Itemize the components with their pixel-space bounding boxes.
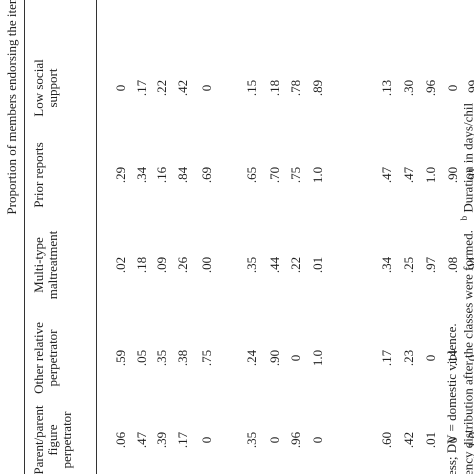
table-cell: .78 [288,79,303,97]
table-cell: .90 [267,349,282,367]
footnote: ency distribution after the classes were… [459,103,474,474]
table-cell: 0 [288,354,303,362]
table-cell: 0 [267,436,282,444]
table-cell: 0 [465,355,474,362]
table-cell: .18 [134,256,149,274]
table-cell: .14 [445,349,460,367]
table-cell: 0 [423,354,438,362]
table-cell: .44 [267,256,282,274]
table-cell: .47 [379,166,394,184]
table-cell: .09 [154,256,169,274]
table-cell: .96 [288,431,303,449]
table-cell: .60 [379,431,394,449]
table-cell: .15 [244,79,259,97]
table-cell: .08 [445,256,460,274]
table-cell: .25 [401,256,416,274]
table-cell: .47 [401,166,416,184]
table-cell: .65 [244,166,259,184]
table-cell: .69 [199,166,214,184]
table-cell: .91 [465,166,474,184]
table-cell: .35 [244,256,259,274]
table-cell: .75 [288,166,303,184]
table-cell: .16 [154,166,169,184]
table-cell: .22 [288,256,303,274]
table-cell: .26 [175,256,190,274]
table-cell: .30 [401,79,416,97]
table-cell: 1.0 [310,166,325,184]
table-cell: 0 [113,84,128,92]
table-cell: .59 [113,349,128,367]
table-cell: .34 [134,166,149,184]
table-cell: .13 [379,79,394,97]
table-cell: 1.0 [310,349,325,367]
rule [96,0,97,474]
table-cell: 0 [199,84,214,92]
table-cell: .02 [113,256,128,274]
table-cell: 0 [445,84,460,92]
table-cell: .75 [199,349,214,367]
table-cell: 0 [310,436,325,444]
table-cell: .47 [134,431,149,449]
table-cell: .35 [154,349,169,367]
column-header: Prior reports [31,142,46,208]
table-cell: .89 [310,79,325,97]
table-cell: .34 [379,256,394,274]
table-cell: .84 [175,166,190,184]
table-cell: .17 [134,79,149,97]
table-heading: Proportion of members endorsing the item [4,0,19,215]
rule [24,0,25,474]
table-cell: .70 [267,166,282,184]
table-cell: .00 [199,256,214,274]
footnote: ess; DV = domestic violence. [444,323,459,474]
table-cell: 1.0 [423,166,438,184]
table-cell: .01 [310,256,325,274]
table-cell: .39 [154,431,169,449]
table-cell: .35 [244,431,259,449]
footnote-text: Duration in days/chil [460,102,474,213]
table-cell: .97 [423,256,438,274]
table-cell: 1.0 [465,431,474,449]
table-cell: .17 [175,431,190,449]
table-cell: 0 [199,436,214,444]
table-cell: .42 [175,79,190,97]
table-cell: .29 [113,166,128,184]
table-cell: .42 [401,431,416,449]
table-cell: .96 [423,79,438,97]
table-cell: .22 [154,79,169,97]
table-cell: .05 [134,349,149,367]
table-cell: .23 [401,349,416,367]
table-cell: .18 [267,79,282,97]
table-cell: .01 [423,431,438,449]
table-cell: .94 [465,256,474,274]
column-header: Parent/parent figure perpetrator [31,405,74,474]
column-header: Low social support [31,59,60,117]
column-header: Multi-type maltreatment [31,230,60,300]
table-cell: .90 [445,166,460,184]
column-header: Other relative perpetrator [31,322,60,394]
footnote-mark: b [459,215,469,221]
table-cell: .38 [175,349,190,367]
table-cell: 0 [445,436,460,444]
table-cell: .99 [465,79,474,97]
table-cell: .06 [113,431,128,449]
table-cell: .17 [379,349,394,367]
table-cell: .24 [244,349,259,367]
